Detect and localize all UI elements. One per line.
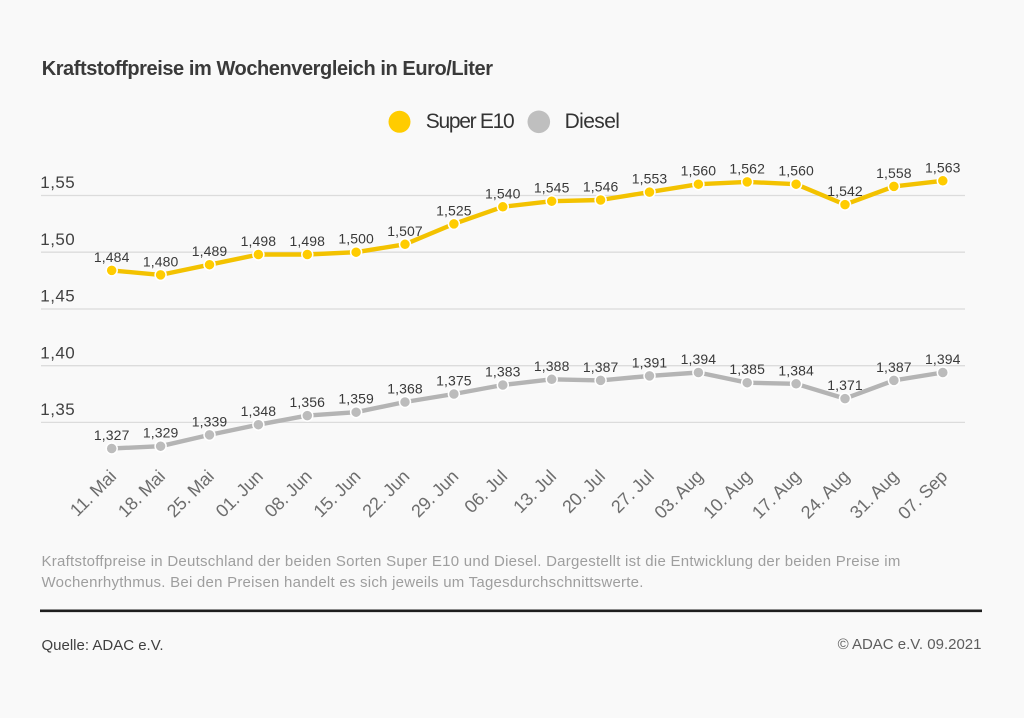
svg-text:Diesel: Diesel: [565, 110, 620, 133]
svg-text:1,498: 1,498: [241, 233, 277, 249]
svg-text:1,525: 1,525: [436, 202, 472, 218]
svg-text:1,359: 1,359: [338, 391, 374, 407]
svg-text:Kraftstoffpreise im Wochenverg: Kraftstoffpreise im Wochenvergleich in E…: [42, 58, 494, 80]
svg-text:Quelle: ADAC e.V.: Quelle: ADAC e.V.: [42, 637, 164, 654]
svg-text:1,558: 1,558: [876, 165, 912, 181]
svg-text:Wochenrhythmus. Bei den Preise: Wochenrhythmus. Bei den Preisen handelt …: [42, 574, 644, 591]
svg-text:Kraftstoffpreise in Deutschlan: Kraftstoffpreise in Deutschland der beid…: [42, 553, 901, 570]
svg-text:1,560: 1,560: [681, 163, 717, 179]
svg-text:1,542: 1,542: [827, 183, 863, 199]
svg-text:1,327: 1,327: [94, 427, 130, 443]
svg-text:1,356: 1,356: [290, 394, 326, 410]
svg-text:1,489: 1,489: [192, 243, 228, 259]
svg-text:1,498: 1,498: [290, 233, 326, 249]
svg-text:1,384: 1,384: [778, 362, 814, 378]
svg-text:1,394: 1,394: [925, 351, 961, 367]
svg-text:1,562: 1,562: [729, 160, 765, 176]
svg-text:1,545: 1,545: [534, 180, 570, 196]
svg-text:1,375: 1,375: [436, 373, 472, 389]
svg-text:1,507: 1,507: [387, 223, 423, 239]
svg-text:1,387: 1,387: [583, 359, 619, 375]
svg-text:1,383: 1,383: [485, 364, 521, 380]
svg-text:1,394: 1,394: [681, 351, 717, 367]
svg-text:1,50: 1,50: [40, 230, 75, 249]
svg-text:1,45: 1,45: [40, 287, 75, 306]
svg-text:Super E10: Super E10: [426, 110, 514, 133]
svg-text:1,560: 1,560: [778, 163, 814, 179]
svg-text:1,339: 1,339: [192, 413, 228, 429]
svg-text:1,540: 1,540: [485, 185, 521, 201]
svg-text:1,391: 1,391: [632, 354, 668, 370]
svg-text:1,387: 1,387: [876, 359, 912, 375]
svg-text:1,484: 1,484: [94, 249, 130, 265]
svg-text:1,388: 1,388: [534, 358, 570, 374]
svg-text:1,546: 1,546: [583, 179, 619, 195]
svg-text:1,368: 1,368: [387, 381, 423, 397]
svg-text:1,348: 1,348: [241, 403, 277, 419]
svg-text:1,329: 1,329: [143, 425, 179, 441]
svg-text:1,371: 1,371: [827, 377, 863, 393]
svg-text:1,385: 1,385: [729, 361, 765, 377]
svg-text:© ADAC e.V. 09.2021: © ADAC e.V. 09.2021: [838, 636, 982, 653]
svg-text:1,480: 1,480: [143, 253, 179, 269]
svg-text:1,563: 1,563: [925, 159, 961, 175]
svg-text:1,55: 1,55: [40, 173, 75, 192]
svg-text:1,35: 1,35: [40, 400, 75, 419]
svg-text:1,553: 1,553: [632, 171, 668, 187]
svg-text:1,500: 1,500: [338, 231, 374, 247]
svg-text:1,40: 1,40: [40, 343, 75, 362]
